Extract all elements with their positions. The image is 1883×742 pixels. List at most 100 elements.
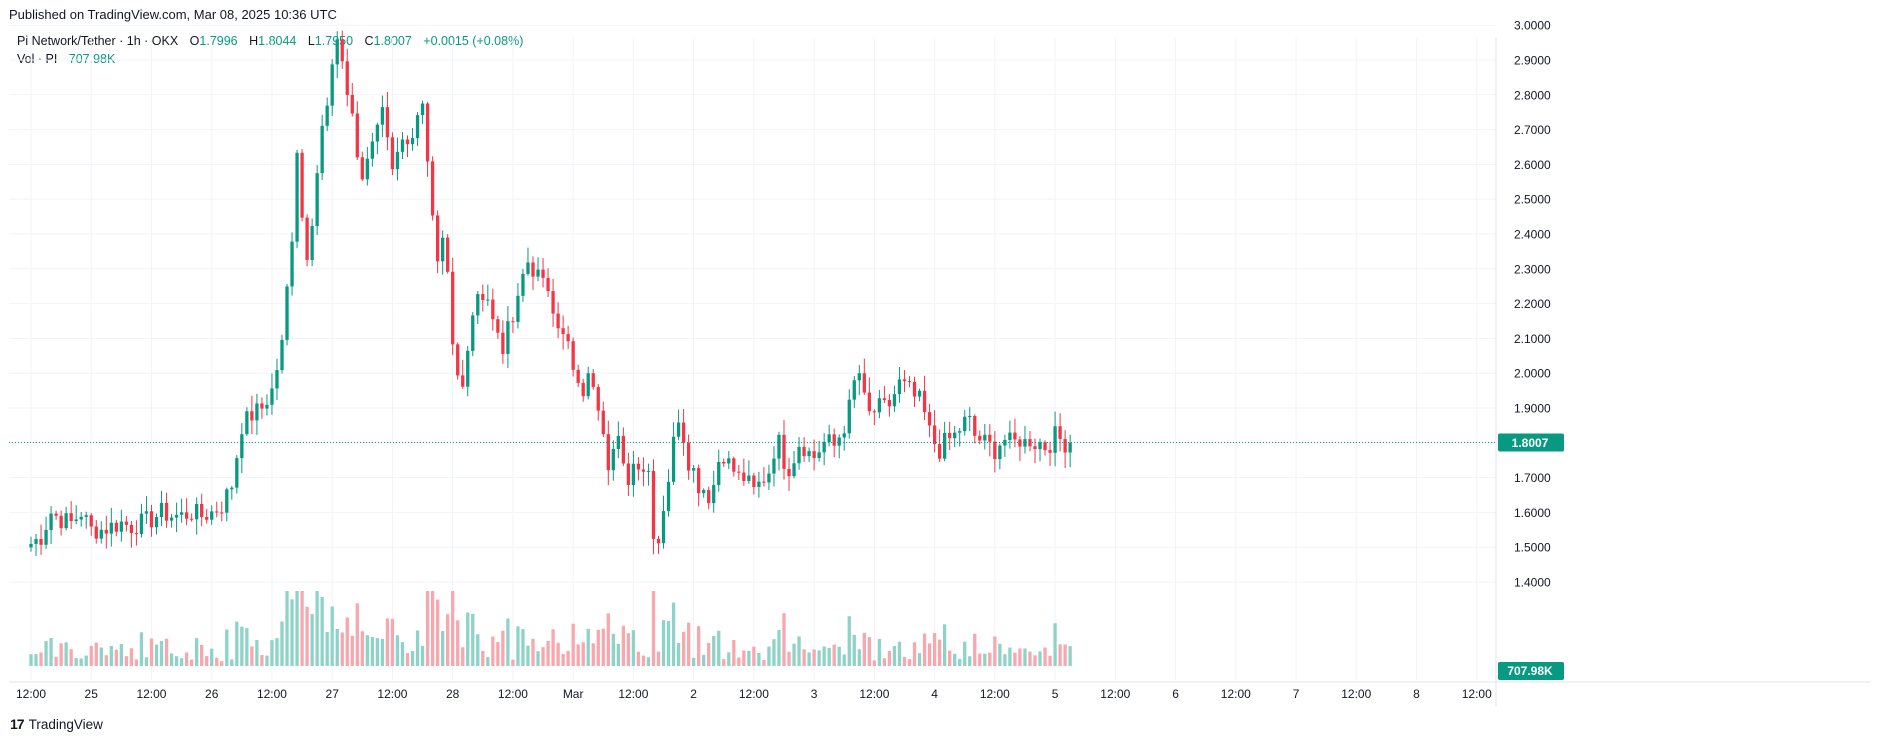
volume-bar xyxy=(446,614,450,666)
volume-bar xyxy=(395,635,400,666)
volume-bar xyxy=(164,638,169,666)
candle-body xyxy=(365,158,369,180)
volume-bar xyxy=(486,657,490,666)
volume-bar xyxy=(797,636,801,666)
volume-bar xyxy=(330,606,334,666)
volume-bar xyxy=(842,654,846,666)
volume-bar xyxy=(691,657,696,666)
volume-bar xyxy=(526,645,530,666)
candle-body xyxy=(451,271,455,345)
volume-bar xyxy=(114,649,118,666)
candle-body xyxy=(295,152,299,242)
volume-bar xyxy=(571,623,575,666)
volume-bar xyxy=(285,591,289,666)
volume-bar xyxy=(611,633,615,666)
candle-body xyxy=(681,422,686,443)
candle-body xyxy=(461,375,465,387)
volume-bar xyxy=(616,643,620,666)
candle-body xyxy=(440,237,445,262)
candle-body xyxy=(471,315,475,351)
volume-bar xyxy=(104,655,108,666)
volume-bar xyxy=(757,652,761,666)
volume-bar xyxy=(787,651,791,666)
volume-bar xyxy=(596,629,600,666)
candle-body xyxy=(1003,440,1007,446)
candle-body xyxy=(225,489,229,513)
x-tick-label: 28 xyxy=(446,687,460,701)
volume-bar xyxy=(917,653,922,666)
volume-bar xyxy=(139,632,144,666)
candle-body xyxy=(310,226,314,260)
volume-bar xyxy=(471,613,475,666)
y-tick-label: 1.4000 xyxy=(1514,576,1551,590)
candle-body xyxy=(370,141,375,159)
volume-bar xyxy=(461,647,465,666)
volume-bar xyxy=(912,642,917,666)
volume-bars xyxy=(29,591,1072,666)
candle-body xyxy=(922,390,927,413)
volume-bar xyxy=(686,622,691,666)
candle-body xyxy=(561,328,565,335)
candle-body xyxy=(179,512,184,515)
volume-bar xyxy=(606,613,610,666)
candle-body xyxy=(566,334,570,342)
candle-body xyxy=(189,518,194,520)
symbol-title[interactable]: Pi Network/Tether · 1h · OKX xyxy=(17,34,179,48)
candle-body xyxy=(415,115,420,139)
candle-body xyxy=(59,515,63,529)
volume-bar xyxy=(541,647,545,666)
volume-bar xyxy=(169,653,174,666)
x-tick-label: Mar xyxy=(563,687,584,701)
volume-bar xyxy=(245,628,249,666)
candle-body xyxy=(456,344,460,376)
volume-bar xyxy=(129,648,134,666)
volume-bar xyxy=(551,629,555,666)
candle-body xyxy=(89,515,93,527)
candle-body xyxy=(591,373,595,388)
candle-body xyxy=(395,151,400,170)
candle-body xyxy=(1048,450,1052,453)
candle-body xyxy=(1068,442,1072,453)
volume-bar xyxy=(646,657,651,666)
candle-body xyxy=(822,441,826,453)
y-tick-label: 2.5000 xyxy=(1514,193,1551,207)
candle-body xyxy=(29,543,33,548)
candle-body xyxy=(576,369,580,383)
candle-body xyxy=(807,451,811,457)
volume-bar xyxy=(1063,644,1067,666)
volume-bar xyxy=(365,635,369,666)
candle-body xyxy=(521,273,525,296)
volume-bar xyxy=(481,650,485,666)
candle-body xyxy=(948,432,952,439)
volume-bar xyxy=(200,644,204,666)
candle-body xyxy=(481,294,485,300)
volume-bar xyxy=(1018,648,1022,666)
low-label: L xyxy=(307,34,315,48)
volume-bar xyxy=(425,591,430,666)
candle-body xyxy=(897,379,902,395)
candle-body xyxy=(205,517,209,520)
candle-body xyxy=(988,434,992,442)
y-tick-label: 2.7000 xyxy=(1514,123,1551,137)
volume-bar xyxy=(907,659,912,666)
candle-body xyxy=(129,524,134,534)
y-tick-label: 2.0000 xyxy=(1514,367,1551,381)
candle-body xyxy=(69,513,73,521)
candle-body xyxy=(842,433,846,438)
volume-label[interactable]: Vol · PI xyxy=(17,52,58,66)
volume-bar xyxy=(837,646,841,666)
x-tick-label: 3 xyxy=(811,687,818,701)
volume-bar xyxy=(636,651,641,666)
candle-body xyxy=(405,139,410,145)
volume-bar xyxy=(295,591,299,666)
candle-body xyxy=(983,434,987,441)
candle-body xyxy=(847,399,851,434)
change-value: +0.0015 (+0.08%) xyxy=(423,34,524,48)
volume-bar xyxy=(742,650,746,666)
volume-bar xyxy=(988,652,992,666)
candle-body xyxy=(511,321,515,323)
footer-brand[interactable]: 17 TradingView xyxy=(10,716,103,732)
volume-bar xyxy=(195,638,199,666)
volume-bar xyxy=(109,645,113,666)
